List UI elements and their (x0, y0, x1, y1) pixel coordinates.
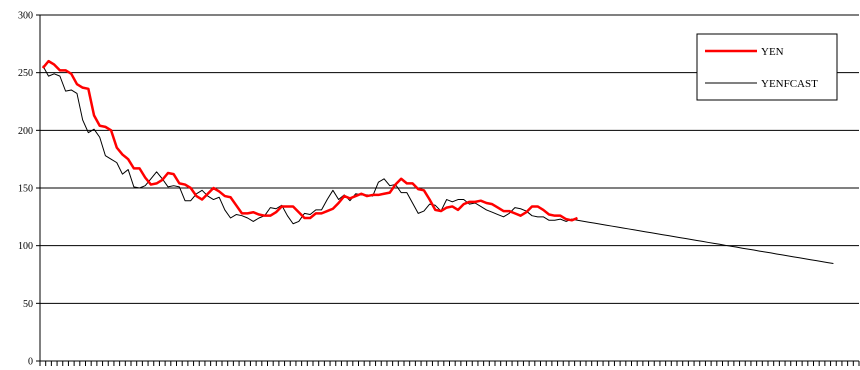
y-tick-label: 250 (18, 68, 33, 79)
gridlines (40, 14, 859, 304)
y-tick-label: 50 (23, 299, 33, 310)
x-axis-ticks (39, 361, 860, 366)
series-line-yenfcast (42, 65, 834, 265)
y-tick-label: 200 (18, 126, 33, 137)
series-line-yen (41, 59, 578, 222)
series-lines (41, 59, 834, 265)
y-tick-label: 150 (18, 184, 33, 195)
legend-box (696, 33, 838, 101)
legend-label-yenfcast: YENFCAST (761, 78, 818, 90)
legend-label-yen: YEN (761, 46, 784, 58)
legend: YEN YENFCAST (696, 33, 838, 101)
y-tick-label: 0 (28, 357, 33, 368)
y-tick-label: 100 (18, 241, 33, 252)
y-axis-ticks: 0 50 100 150 200 250 300 (18, 11, 40, 368)
y-tick-label: 300 (18, 11, 33, 22)
